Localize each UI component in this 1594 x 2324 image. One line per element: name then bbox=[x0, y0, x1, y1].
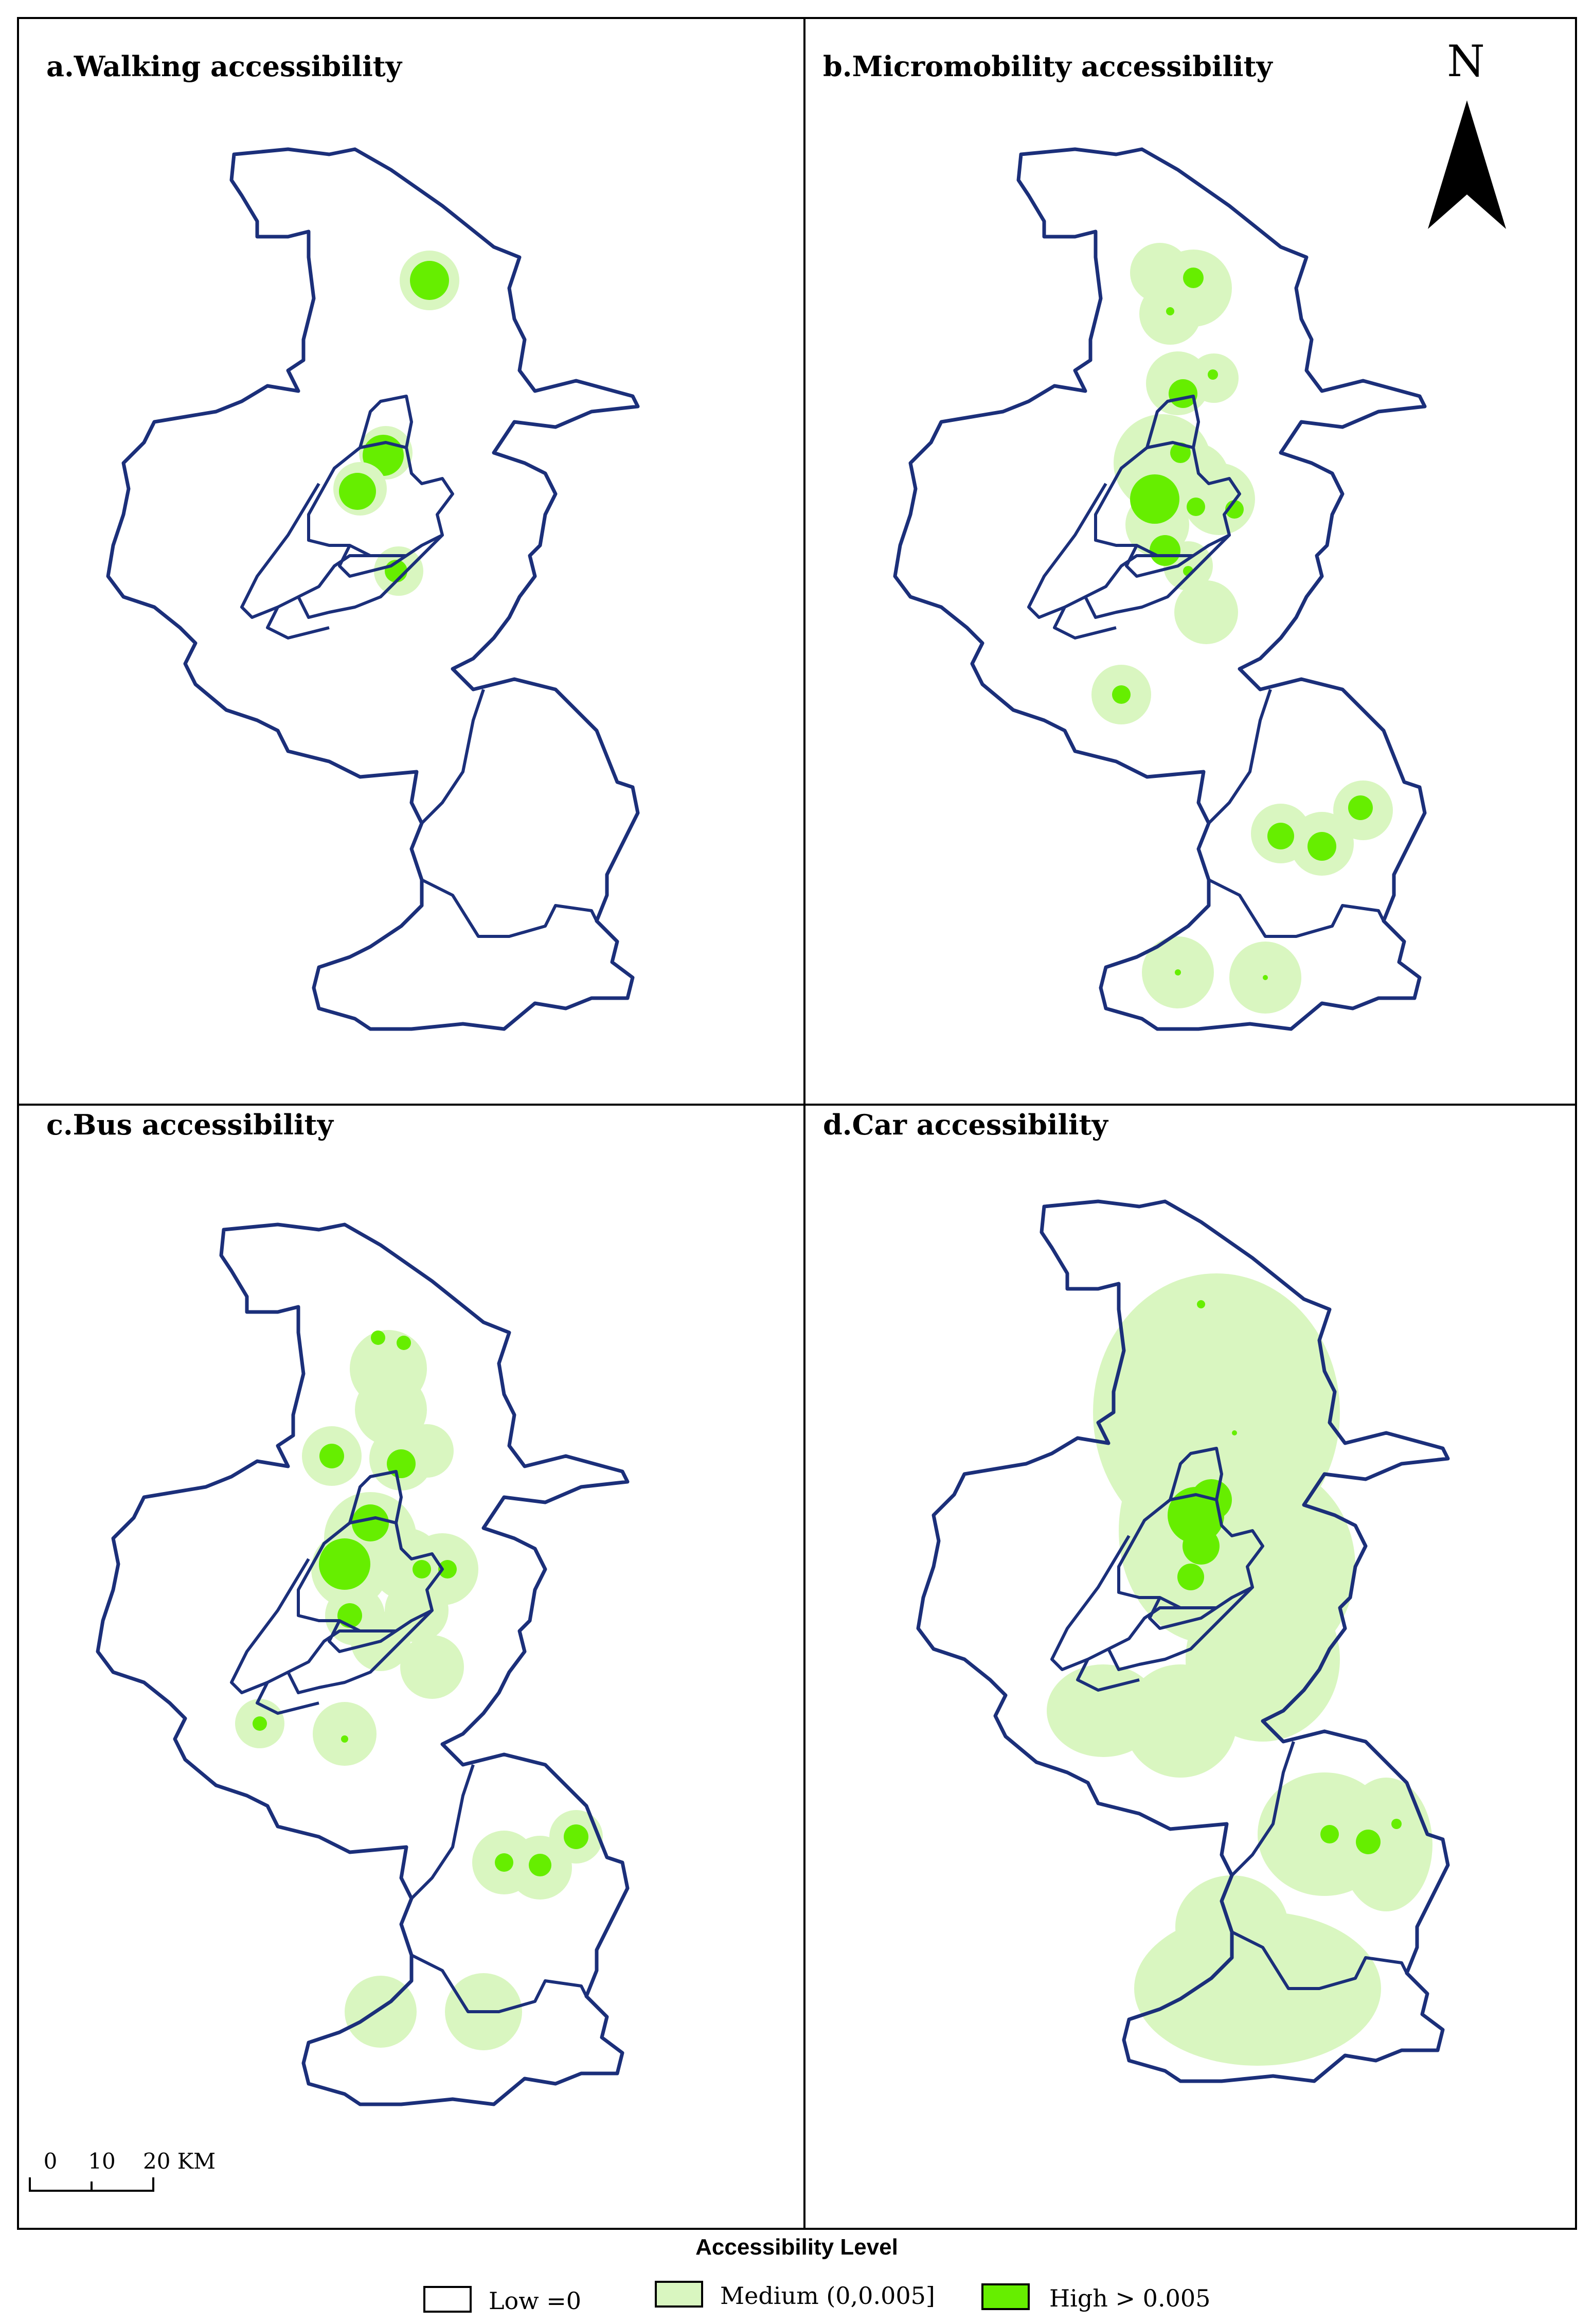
panel-title: d.Car accessibility bbox=[823, 1108, 1108, 1141]
scale-tick-20: 20 KM bbox=[143, 2149, 216, 2174]
legend-label-medium: Medium (0,0.005] bbox=[720, 2282, 935, 2310]
legend-item-medium: Medium (0,0.005] bbox=[655, 2281, 935, 2310]
accessibility-zones-micromobility bbox=[1091, 243, 1393, 1014]
north-arrow-label: N bbox=[1447, 36, 1485, 86]
legend-label-low: Low =0 bbox=[489, 2287, 581, 2315]
panel-bus: c.Bus accessibility bbox=[29, 1108, 628, 2192]
legend-title: Accessibility Level bbox=[695, 2234, 898, 2260]
scale-bar: 0 10 20 KM bbox=[29, 2149, 216, 2192]
panel-title: b.Micromobility accessibility bbox=[823, 50, 1273, 83]
panel-grid bbox=[17, 17, 1577, 2230]
panel-title: a.Walking accessibility bbox=[46, 50, 403, 83]
legend-swatch-high bbox=[981, 2283, 1030, 2310]
scale-tick-10: 10 bbox=[88, 2149, 115, 2174]
panel-car: d.Car accessibility bbox=[823, 1108, 1448, 2081]
panel-micromobility: b.Micromobility accessibility N bbox=[823, 36, 1506, 1029]
legend-swatch-low bbox=[423, 2286, 472, 2313]
north-arrow-icon bbox=[1428, 100, 1506, 229]
legend-item-low: Low =0 bbox=[423, 2286, 581, 2315]
city-boundary-map bbox=[108, 149, 638, 1029]
legend: Accessibility Level Low =0 Medium (0,0.0… bbox=[423, 2234, 1210, 2315]
legend-swatch-medium bbox=[655, 2281, 703, 2308]
north-arrow: N bbox=[1428, 36, 1506, 229]
accessibility-zones-walking bbox=[333, 251, 459, 596]
panel-walking: a.Walking accessibility bbox=[46, 50, 638, 1029]
accessibility-zones-car bbox=[1047, 1273, 1432, 2066]
panel-title: c.Bus accessibility bbox=[46, 1108, 334, 1141]
scale-tick-0: 0 bbox=[44, 2149, 58, 2174]
legend-label-high: High > 0.005 bbox=[1049, 2284, 1210, 2312]
legend-item-high: High > 0.005 bbox=[981, 2283, 1210, 2312]
